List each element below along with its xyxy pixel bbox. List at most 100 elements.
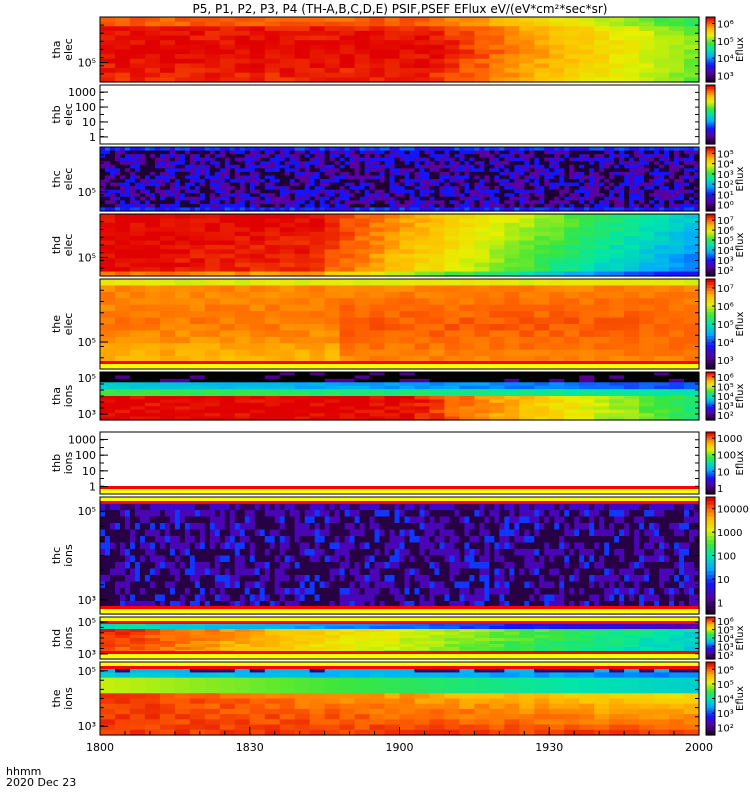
heatmap-cell — [264, 258, 281, 264]
heatmap-cell — [489, 416, 505, 421]
heatmap-cell — [489, 54, 505, 60]
heatmap-cell — [414, 175, 421, 180]
heatmap-cell — [174, 409, 191, 414]
heatmap-cell — [329, 171, 336, 177]
heatmap-cell — [204, 402, 221, 407]
heatmap-cell — [464, 196, 470, 201]
heatmap-cell — [534, 396, 550, 401]
heatmap-cell — [479, 186, 485, 191]
heatmap-cell — [144, 291, 161, 299]
heatmap-cell — [284, 161, 291, 166]
heatmap-cell — [519, 150, 525, 155]
heatmap-cell — [684, 402, 700, 407]
heatmap-cell — [324, 285, 341, 293]
heatmap-cell — [654, 218, 670, 224]
heatmap-cell — [324, 399, 341, 404]
heatmap-cell — [114, 375, 131, 380]
heatmap-cell — [219, 154, 226, 159]
heatmap-cell — [534, 49, 550, 55]
heatmap-cell — [474, 157, 480, 162]
heatmap-cell — [309, 161, 316, 166]
heatmap-cell — [549, 382, 565, 387]
heatmap-cell — [294, 392, 311, 397]
colorbar-segment — [706, 249, 715, 252]
heatmap-cell — [459, 349, 475, 357]
heatmap-cell — [524, 179, 530, 184]
heatmap-cell — [579, 40, 595, 46]
y-tick-label: 1 — [89, 481, 96, 494]
heatmap-cell — [649, 182, 655, 187]
heatmap-cell — [219, 343, 236, 351]
heatmap-cell — [319, 182, 326, 187]
heatmap-cell — [669, 392, 685, 397]
heatmap-cell — [574, 168, 580, 173]
heatmap-cell — [199, 168, 206, 173]
heatmap-cell — [309, 182, 316, 187]
heatmap-cell — [444, 304, 460, 312]
heatmap-cell — [279, 392, 296, 397]
heatmap-cell — [399, 168, 406, 173]
heatmap-cell — [159, 182, 166, 187]
heatmap-cell — [219, 253, 236, 259]
heatmap-cell — [279, 63, 296, 69]
heatmap-cell — [399, 406, 416, 411]
heatmap-cell — [359, 193, 366, 198]
heatmap-cell — [529, 196, 535, 201]
heatmap-cell — [309, 164, 316, 169]
heatmap-cell — [189, 218, 206, 224]
heatmap-cell — [244, 161, 251, 166]
heatmap-cell — [564, 311, 580, 319]
heatmap-cell — [609, 285, 625, 293]
colorbar-segment — [706, 434, 715, 437]
heatmap-cell — [519, 49, 535, 55]
colorbar-segment — [706, 450, 715, 454]
heatmap-cell — [339, 416, 356, 421]
colorbar-segment — [706, 436, 715, 439]
heatmap-cell — [684, 231, 700, 237]
heatmap-cell — [514, 157, 520, 162]
heatmap-cell — [244, 154, 251, 159]
heatmap-cell — [354, 30, 371, 37]
heatmap-cell — [504, 249, 520, 255]
heatmap-cell — [114, 240, 131, 246]
colorbar-segment — [706, 438, 715, 441]
heatmap-cell — [100, 54, 116, 60]
heatmap-cell — [274, 157, 281, 162]
heatmap-cell — [339, 35, 356, 41]
heatmap-cell — [174, 203, 181, 209]
heatmap-cell — [414, 311, 431, 319]
heatmap-cell — [299, 200, 306, 205]
heatmap-cell — [614, 182, 620, 187]
heatmap-cell — [569, 168, 575, 173]
heatmap-cell — [584, 161, 590, 166]
colorbar-segment — [706, 73, 715, 77]
heatmap-cell — [534, 402, 550, 407]
heatmap-cell — [564, 291, 580, 299]
heatmap-cell — [234, 304, 251, 312]
heatmap-cell — [189, 157, 196, 162]
heatmap-cell — [684, 406, 700, 411]
heatmap-cell — [264, 72, 281, 78]
heatmap-cell — [179, 171, 186, 177]
heatmap-cell — [174, 150, 181, 155]
heatmap-cell — [189, 406, 206, 411]
heatmap-cell — [219, 349, 236, 357]
heatmap-cell — [359, 186, 366, 191]
heatmap-cell — [369, 189, 376, 194]
heatmap-cell — [384, 227, 401, 233]
heatmap-cell — [100, 291, 116, 299]
heatmap-cell — [389, 164, 396, 169]
heatmap-cell — [129, 72, 146, 78]
heatmap-cell — [479, 179, 485, 184]
heatmap-cell — [534, 298, 550, 306]
heatmap-cell — [204, 30, 221, 37]
heatmap-cell — [189, 171, 196, 177]
heatmap-cell — [694, 168, 700, 173]
colorbar-segment — [706, 416, 715, 419]
heatmap-cell — [339, 249, 356, 255]
heatmap-cell — [544, 196, 550, 201]
heatmap-cell — [534, 30, 550, 37]
heatmap-cell — [504, 218, 520, 224]
heatmap-cell — [689, 161, 695, 166]
